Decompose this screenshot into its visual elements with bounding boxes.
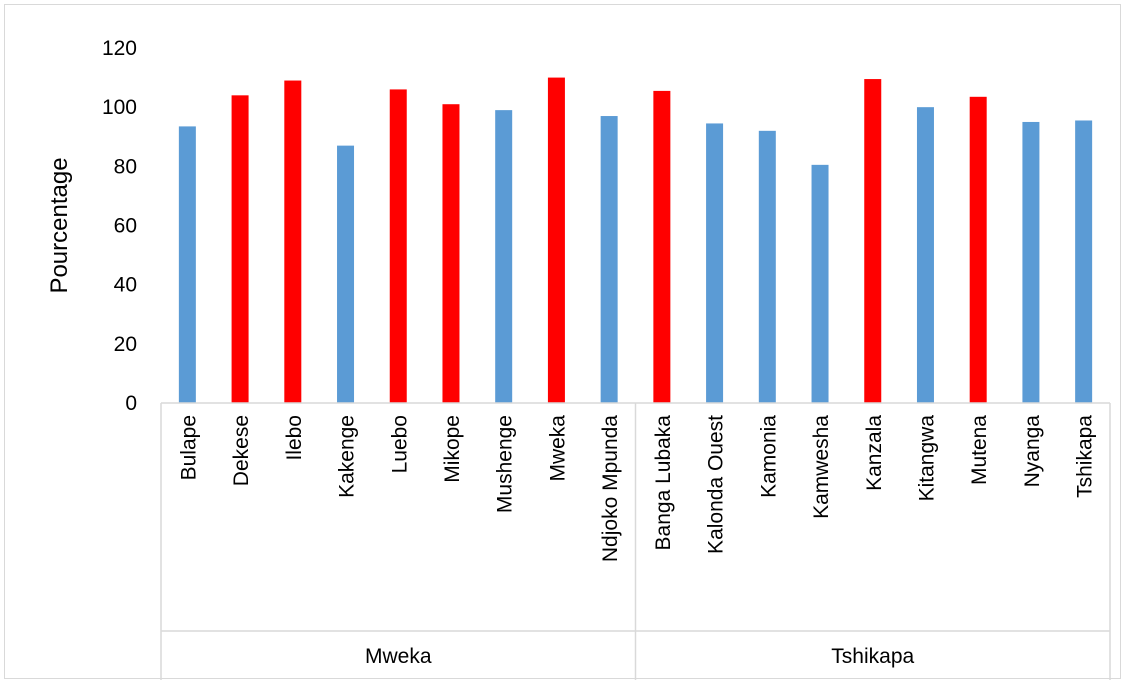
- bar-kamonia: [758, 130, 776, 403]
- y-tick-label: 80: [114, 155, 137, 178]
- bar-tshikapa: [1075, 120, 1093, 403]
- x-tick-label: Mikope: [441, 415, 464, 483]
- group-label: Mweka: [365, 645, 432, 668]
- bars: [178, 77, 1093, 404]
- bar-mutena: [969, 96, 987, 403]
- bar-kitangwa: [916, 107, 934, 404]
- group-labels: Mweka Tshikapa: [365, 645, 915, 668]
- group-label: Tshikapa: [831, 645, 914, 668]
- bar-kanzala: [864, 79, 882, 403]
- x-tick-label: Mutena: [968, 415, 991, 485]
- x-tick-label: Dekese: [230, 415, 253, 486]
- bar-kakenge: [337, 145, 355, 404]
- bar-mweka: [547, 77, 565, 403]
- bar-banga-lubaka: [653, 90, 671, 404]
- x-tick-label: Ilebo: [283, 415, 306, 461]
- axis-lines: [160, 402, 1111, 680]
- x-tick-label: Luebo: [388, 415, 411, 473]
- y-tick-label: 40: [114, 274, 137, 297]
- x-tick-label: Mushenge: [494, 415, 517, 513]
- bar-nyanga: [1022, 121, 1040, 404]
- bar-mushenge: [495, 110, 513, 404]
- chart-frame: 0 20 40 60 80 100 120 Bulape Dekese Ilebo Kakenge…: [4, 4, 1121, 680]
- bar-luebo: [389, 89, 407, 404]
- x-tick-label: Kamonia: [757, 415, 780, 498]
- bar-kalonda-ouest: [706, 123, 724, 403]
- category-labels: Bulape Dekese Ilebo Kakenge Luebo Mikope Mushe…: [177, 415, 1096, 562]
- bar-mikope: [442, 104, 460, 404]
- bar-chart: 0 20 40 60 80 100 120 Bulape Dekese Ilebo Kakenge…: [46, 37, 1111, 680]
- y-tick-label: 60: [114, 215, 137, 238]
- x-tick-label: Kamwesha: [810, 415, 833, 519]
- y-axis-ticks: 0 20 40 60 80 100 120: [102, 37, 137, 415]
- x-tick-label: Kanzala: [863, 415, 886, 491]
- x-tick-label: Kitangwa: [915, 415, 938, 502]
- x-tick-label: Tshikapa: [1074, 415, 1097, 498]
- bar-kamwesha: [811, 164, 829, 403]
- x-tick-label: Kalonda Ouest: [705, 415, 728, 554]
- bar-ilebo: [284, 80, 302, 403]
- x-tick-label: Bulape: [177, 415, 200, 480]
- y-tick-label: 100: [102, 96, 137, 119]
- x-tick-label: Nyanga: [1021, 415, 1044, 488]
- y-tick-label: 120: [102, 37, 137, 60]
- x-tick-label: Banga Lubaka: [652, 415, 675, 551]
- bar-dekese: [231, 95, 249, 403]
- x-tick-label: Ndjoko Mpunda: [599, 415, 622, 562]
- x-tick-label: Mweka: [546, 415, 569, 482]
- y-axis-title: Pourcentage: [46, 157, 73, 293]
- y-tick-label: 20: [114, 333, 137, 356]
- y-tick-label: 0: [125, 392, 137, 415]
- bar-ndjoko-mpunda: [600, 116, 618, 403]
- x-tick-label: Kakenge: [336, 415, 359, 498]
- bar-bulape: [178, 126, 196, 404]
